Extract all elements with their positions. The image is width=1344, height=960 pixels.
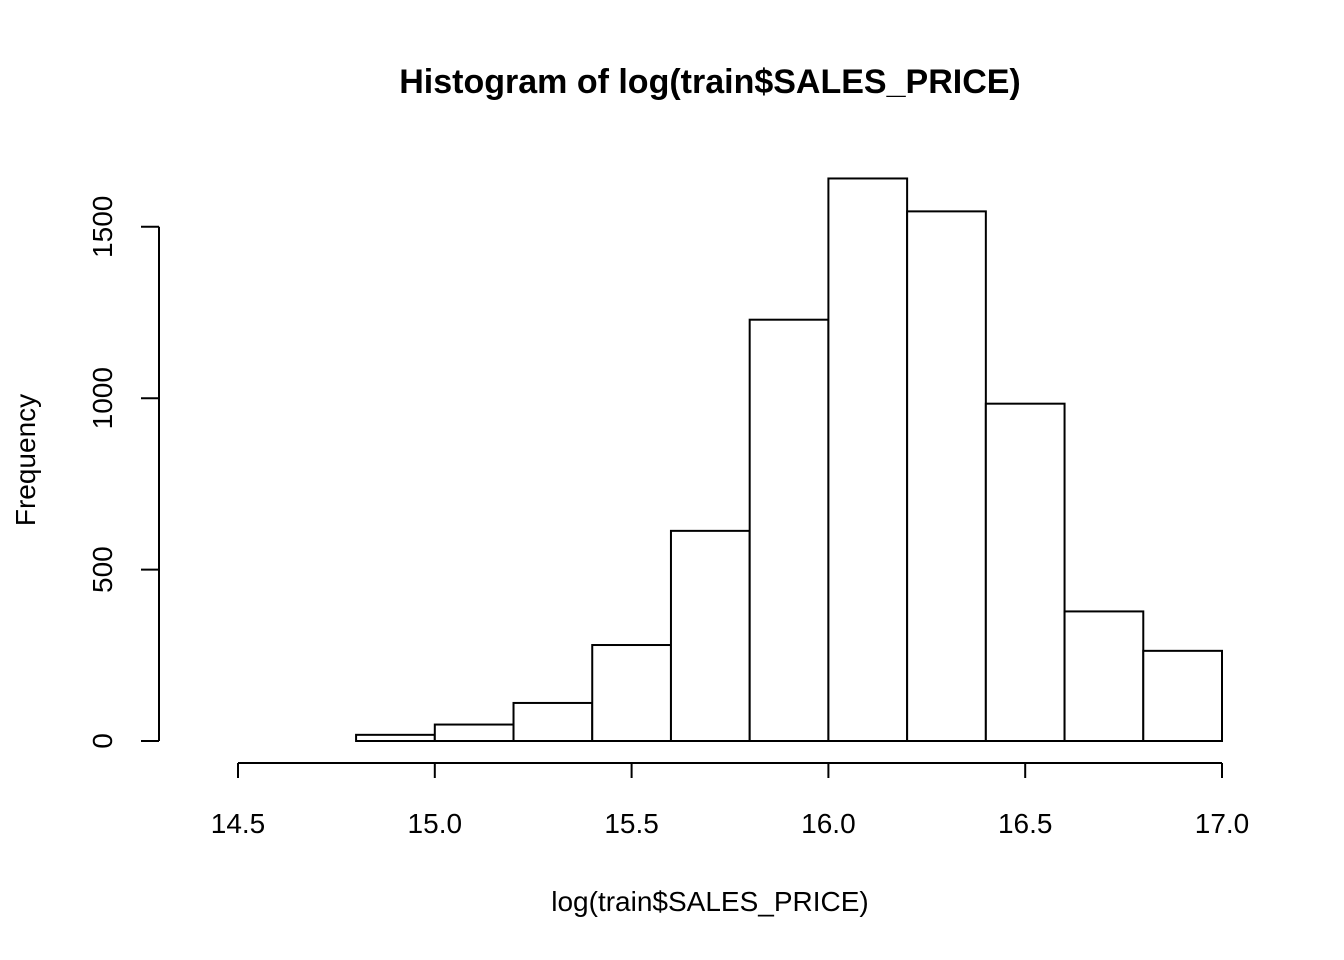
histogram-bar [1063, 610, 1145, 742]
y-tick-label: 1500 [87, 196, 118, 258]
x-axis-label: log(train$SALES_PRICE) [551, 886, 868, 917]
histogram-bar [1142, 649, 1224, 743]
histogram-bar [512, 701, 594, 743]
y-tick-label: 1000 [87, 367, 118, 429]
x-axis: 14.5 15.0 15.5 16.0 16.5 17.0 [211, 762, 1250, 839]
x-tick-label: 17.0 [1195, 808, 1250, 839]
y-axis-label: Frequency [10, 394, 41, 526]
x-tick-label: 16.0 [801, 808, 856, 839]
histogram-bar [984, 402, 1066, 742]
histogram-bars [355, 177, 1224, 743]
x-tick-label: 15.0 [408, 808, 463, 839]
y-tick-label: 0 [87, 733, 118, 749]
histogram-bar [748, 318, 830, 742]
x-tick-label: 15.5 [604, 808, 659, 839]
histogram-bar [906, 210, 987, 742]
histogram-bar [669, 529, 751, 742]
y-tick-label: 500 [87, 546, 118, 593]
histogram-bar [355, 733, 436, 743]
histogram-bar [591, 644, 672, 743]
x-tick-label: 16.5 [998, 808, 1053, 839]
x-tick-label: 14.5 [211, 808, 266, 839]
histogram-bar [827, 177, 909, 743]
y-axis: 0 500 1000 1500 [87, 196, 160, 749]
chart-title: Histogram of log(train$SALES_PRICE) [399, 63, 1021, 101]
histogram-bar [433, 723, 515, 742]
